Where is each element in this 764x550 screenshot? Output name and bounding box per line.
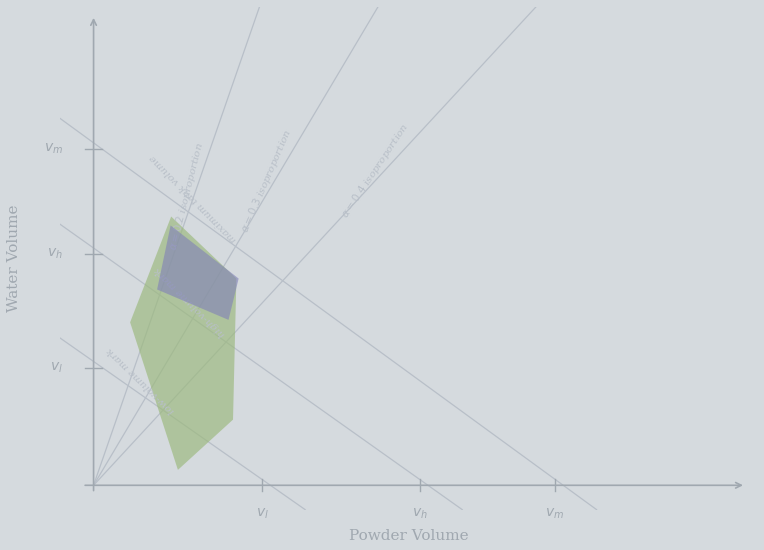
Text: $v_m$: $v_m$: [545, 507, 564, 521]
Text: $v_m$: $v_m$: [44, 142, 63, 156]
Text: $\alpha = 0.4$ isoproportion: $\alpha = 0.4$ isoproportion: [338, 120, 412, 221]
Y-axis label: Water Volume: Water Volume: [7, 205, 21, 312]
X-axis label: Powder Volume: Powder Volume: [348, 529, 468, 543]
Text: $\alpha = 0.3$ isoproportion: $\alpha = 0.3$ isoproportion: [238, 127, 295, 235]
Text: $v_l$: $v_l$: [256, 507, 269, 521]
Text: low-volume mark: low-volume mark: [105, 345, 176, 415]
Text: $\alpha = 0.2$ isoproportion: $\alpha = 0.2$ isoproportion: [166, 141, 206, 252]
Text: $v_l$: $v_l$: [50, 361, 63, 375]
Text: $v_h$: $v_h$: [412, 507, 428, 521]
Polygon shape: [157, 226, 238, 320]
Text: maximum tank volume: maximum tank volume: [147, 152, 238, 244]
Text: $v_h$: $v_h$: [47, 247, 63, 261]
Text: high-volume mark: high-volume mark: [153, 265, 227, 338]
Polygon shape: [130, 217, 236, 470]
